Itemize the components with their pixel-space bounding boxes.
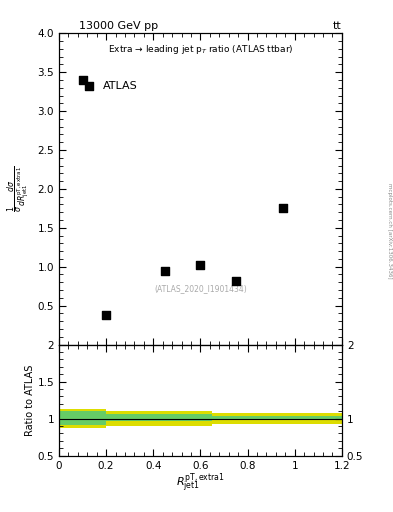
Text: 13000 GeV pp: 13000 GeV pp [79,20,158,31]
Y-axis label: $\frac{1}{\sigma}\frac{d\sigma}{dR_{\rm jet1}^{\rm pT,extra1}}$: $\frac{1}{\sigma}\frac{d\sigma}{dR_{\rm … [5,165,32,212]
X-axis label: $R_{\rm jet1}^{\rm pT,extra1}$: $R_{\rm jet1}^{\rm pT,extra1}$ [176,472,225,495]
Legend: ATLAS: ATLAS [73,76,142,95]
Text: tt: tt [333,20,342,31]
Text: (ATLAS_2020_I1901434): (ATLAS_2020_I1901434) [154,284,247,293]
ATLAS [280,204,286,212]
ATLAS [162,267,168,275]
ATLAS [233,276,239,285]
Text: Extra → leading jet p$_T$ ratio (ATLAS ttbar): Extra → leading jet p$_T$ ratio (ATLAS t… [108,42,293,56]
Text: mcplots.cern.ch [arXiv:1306.3436]: mcplots.cern.ch [arXiv:1306.3436] [387,183,392,278]
ATLAS [79,76,86,84]
Y-axis label: Ratio to ATLAS: Ratio to ATLAS [25,365,35,436]
ATLAS [197,261,204,269]
ATLAS [103,311,109,319]
